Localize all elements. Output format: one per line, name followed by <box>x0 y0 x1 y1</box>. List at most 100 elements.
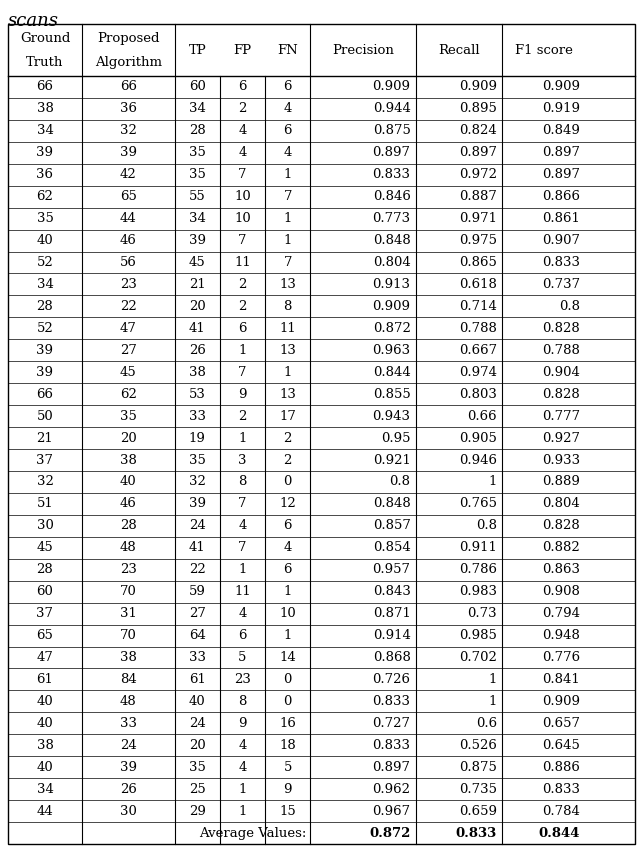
Text: 47: 47 <box>120 322 137 335</box>
Text: 40: 40 <box>36 695 53 708</box>
Text: 36: 36 <box>120 102 137 115</box>
Text: 0.908: 0.908 <box>542 585 580 598</box>
Text: 52: 52 <box>36 256 53 269</box>
Text: 16: 16 <box>279 717 296 730</box>
Text: 0.913: 0.913 <box>372 278 410 291</box>
Text: 0.794: 0.794 <box>542 607 580 620</box>
Text: 0.861: 0.861 <box>542 212 580 225</box>
Text: 0.735: 0.735 <box>459 783 497 796</box>
Text: 0.833: 0.833 <box>372 695 410 708</box>
Text: 0.95: 0.95 <box>381 432 410 445</box>
Text: 33: 33 <box>189 410 206 423</box>
Text: 0: 0 <box>284 673 292 686</box>
Text: 27: 27 <box>120 344 137 357</box>
Text: 0.868: 0.868 <box>372 651 410 664</box>
Text: 39: 39 <box>120 147 137 159</box>
Text: 31: 31 <box>120 607 137 620</box>
Text: 44: 44 <box>120 212 137 225</box>
Text: 38: 38 <box>36 739 53 751</box>
Text: 0.6: 0.6 <box>476 717 497 730</box>
Text: 0.927: 0.927 <box>542 432 580 445</box>
Text: 0.943: 0.943 <box>372 410 410 423</box>
Text: 60: 60 <box>36 585 53 598</box>
Text: 0.887: 0.887 <box>460 190 497 203</box>
Text: 0.828: 0.828 <box>542 388 580 400</box>
Text: 5: 5 <box>238 651 246 664</box>
Text: 6: 6 <box>284 563 292 576</box>
Text: 0.974: 0.974 <box>459 366 497 379</box>
Text: 7: 7 <box>284 256 292 269</box>
Text: 34: 34 <box>189 212 206 225</box>
Text: 0.824: 0.824 <box>460 124 497 137</box>
Text: 10: 10 <box>234 190 251 203</box>
Text: 0.804: 0.804 <box>542 498 580 510</box>
Text: 1: 1 <box>489 475 497 488</box>
Text: 0.659: 0.659 <box>459 804 497 818</box>
Text: 0.872: 0.872 <box>369 826 410 839</box>
Text: Recall: Recall <box>438 43 479 56</box>
Text: 9: 9 <box>238 717 247 730</box>
Text: 39: 39 <box>189 234 206 247</box>
Text: 4: 4 <box>238 739 246 751</box>
Text: 47: 47 <box>36 651 53 664</box>
Text: 4: 4 <box>238 607 246 620</box>
Text: 62: 62 <box>36 190 53 203</box>
Text: 0.828: 0.828 <box>542 520 580 532</box>
Text: Ground: Ground <box>20 32 70 45</box>
Text: 4: 4 <box>238 124 246 137</box>
Text: 0.889: 0.889 <box>542 475 580 488</box>
Text: 61: 61 <box>189 673 206 686</box>
Text: 6: 6 <box>238 80 247 94</box>
Text: 7: 7 <box>238 498 247 510</box>
Text: 65: 65 <box>36 629 53 642</box>
Text: 35: 35 <box>189 168 206 181</box>
Text: 0.975: 0.975 <box>459 234 497 247</box>
Text: 0.645: 0.645 <box>542 739 580 751</box>
Text: 0.854: 0.854 <box>372 541 410 555</box>
Text: 27: 27 <box>189 607 206 620</box>
Text: 1: 1 <box>238 783 246 796</box>
Text: 0.944: 0.944 <box>372 102 410 115</box>
Text: 0.702: 0.702 <box>460 651 497 664</box>
Text: 6: 6 <box>238 629 247 642</box>
Text: 4: 4 <box>284 147 292 159</box>
Text: 0.967: 0.967 <box>372 804 410 818</box>
Text: 1: 1 <box>238 804 246 818</box>
Text: 0.886: 0.886 <box>542 761 580 774</box>
Text: 35: 35 <box>189 147 206 159</box>
Text: 24: 24 <box>189 520 205 532</box>
Text: 0.985: 0.985 <box>460 629 497 642</box>
Text: 40: 40 <box>36 234 53 247</box>
Text: 40: 40 <box>189 695 205 708</box>
Text: 0.776: 0.776 <box>541 651 580 664</box>
Text: 0.957: 0.957 <box>372 563 410 576</box>
Text: 45: 45 <box>189 256 205 269</box>
Text: 0.907: 0.907 <box>542 234 580 247</box>
Text: 36: 36 <box>36 168 54 181</box>
Text: 14: 14 <box>279 651 296 664</box>
Text: 1: 1 <box>238 344 246 357</box>
Text: 35: 35 <box>189 761 206 774</box>
Text: 7: 7 <box>284 190 292 203</box>
Text: 0.848: 0.848 <box>372 498 410 510</box>
Text: 7: 7 <box>238 366 247 379</box>
Text: F1 score: F1 score <box>515 43 572 56</box>
Text: 0.909: 0.909 <box>542 80 580 94</box>
Text: 0.833: 0.833 <box>542 783 580 796</box>
Text: 1: 1 <box>238 432 246 445</box>
Text: 45: 45 <box>36 541 53 555</box>
Text: 2: 2 <box>284 432 292 445</box>
Text: 0.788: 0.788 <box>542 344 580 357</box>
Text: 10: 10 <box>279 607 296 620</box>
Text: 61: 61 <box>36 673 53 686</box>
Text: 34: 34 <box>189 102 206 115</box>
Text: 2: 2 <box>238 410 246 423</box>
Text: 0.844: 0.844 <box>538 826 580 839</box>
Text: 41: 41 <box>189 322 205 335</box>
Text: 0: 0 <box>284 475 292 488</box>
Text: 66: 66 <box>36 80 54 94</box>
Text: 39: 39 <box>36 344 54 357</box>
Text: 0.897: 0.897 <box>459 147 497 159</box>
Text: 15: 15 <box>279 804 296 818</box>
Text: 42: 42 <box>120 168 137 181</box>
